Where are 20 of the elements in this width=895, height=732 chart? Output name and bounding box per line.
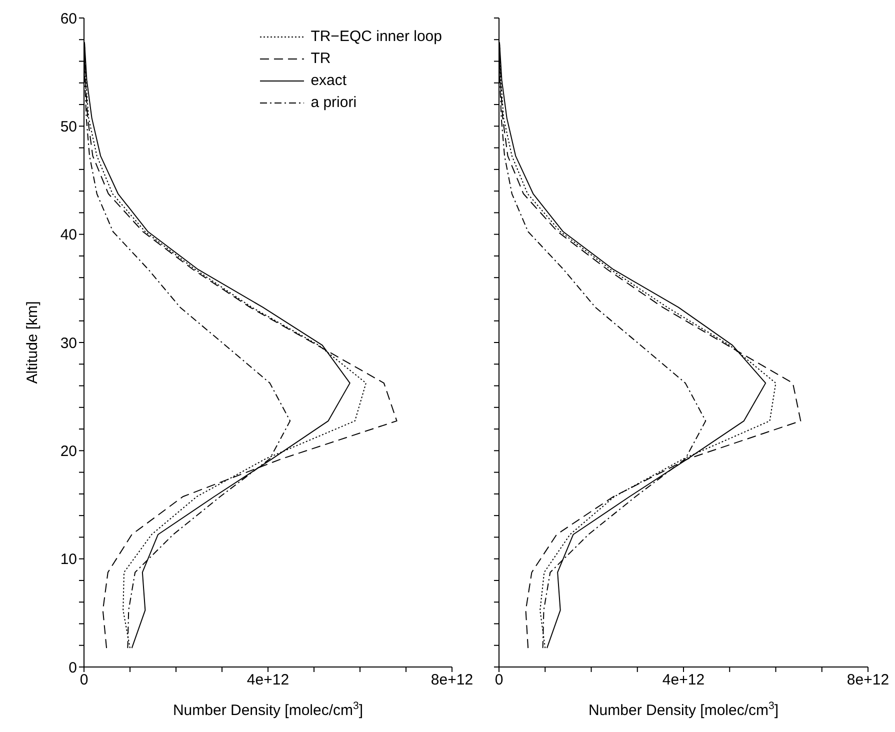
x-tick-label: 0 xyxy=(80,672,88,689)
legend-label: TR xyxy=(310,49,331,69)
y-tick-label: 30 xyxy=(60,334,77,352)
x-axis-title: Number Density [molec/cm$^{3}$] xyxy=(172,700,364,719)
legend-label: exact xyxy=(310,71,347,91)
y-tick-label: 20 xyxy=(60,442,77,460)
x-axis-title: Number Density [molec/cm$^{3}$] xyxy=(588,700,779,719)
y-tick-label: 60 xyxy=(60,10,77,28)
x-tick-label: 4e+12 xyxy=(246,672,290,689)
y-axis-title: Altitude [km] xyxy=(24,301,41,384)
y-tick-label: 50 xyxy=(60,118,77,136)
x-tick-label: 0 xyxy=(494,672,504,689)
legend-label: a priori xyxy=(310,93,357,113)
y-tick-label: 0 xyxy=(68,659,77,676)
legend-label: TR−EQC inner loop xyxy=(310,27,442,47)
x-tick-label: 4e+12 xyxy=(662,672,705,689)
x-tick-label: 8e+12 xyxy=(430,672,474,689)
y-tick-label: 10 xyxy=(60,551,77,568)
x-tick-label: 8e+12 xyxy=(846,672,890,689)
y-tick-label: 40 xyxy=(60,226,77,244)
